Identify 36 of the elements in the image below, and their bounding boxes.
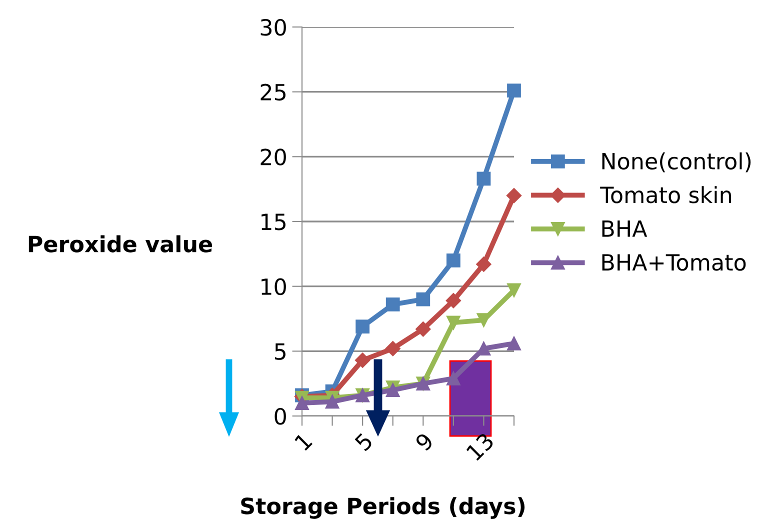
y-tick-label: 5 xyxy=(274,343,286,360)
legend-label: BHA+Tomato xyxy=(602,254,746,271)
x-tick-label: 13 xyxy=(466,432,495,462)
y-tick-label: 0 xyxy=(274,408,286,425)
y-axis-title: Peroxide value xyxy=(28,235,212,252)
point xyxy=(446,316,460,330)
point xyxy=(476,172,491,186)
legend-label: None(control) xyxy=(602,152,751,172)
point xyxy=(385,341,400,356)
point xyxy=(325,394,340,409)
point xyxy=(506,188,522,204)
point xyxy=(356,320,370,334)
point xyxy=(386,383,400,398)
y-tick-label: 10 xyxy=(262,278,286,296)
point xyxy=(507,84,521,98)
y-tick-label: 20 xyxy=(260,148,286,166)
point xyxy=(295,396,309,410)
point xyxy=(355,352,370,368)
legend-label: BHA xyxy=(602,220,648,237)
legend-label: Tomato skin xyxy=(600,186,732,204)
point xyxy=(507,336,521,350)
y-tick-label: 30 xyxy=(260,18,286,36)
x-tick-label: 5 xyxy=(354,432,374,452)
point xyxy=(446,293,461,308)
x-axis-title: Storage Periods (days) xyxy=(241,497,525,519)
x-tick-label: 1 xyxy=(294,432,312,451)
point xyxy=(507,283,521,298)
point xyxy=(386,298,400,312)
point xyxy=(476,256,492,272)
point xyxy=(416,292,430,306)
point xyxy=(446,253,460,268)
y-tick-label: 25 xyxy=(260,84,286,101)
y-tick-label: 15 xyxy=(262,214,286,230)
point xyxy=(416,322,431,337)
point xyxy=(446,371,460,386)
x-tick-label: 9 xyxy=(414,432,434,452)
